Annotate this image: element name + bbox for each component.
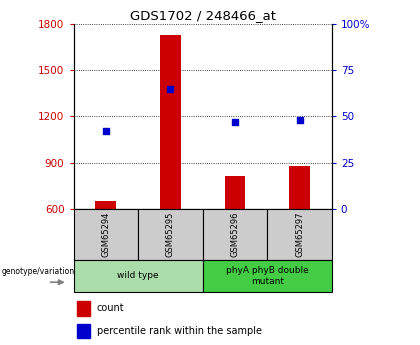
Text: GSM65296: GSM65296 [231, 212, 239, 257]
Bar [95, 201, 116, 209]
Text: genotype/variation: genotype/variation [2, 267, 75, 276]
Bar [203, 260, 332, 292]
Bar [225, 176, 245, 209]
Text: GSM65294: GSM65294 [101, 212, 110, 257]
Bar [74, 260, 203, 292]
Text: wild type: wild type [117, 272, 159, 280]
Bar [267, 209, 332, 260]
Bar [160, 35, 181, 209]
Point [167, 86, 174, 91]
Bar [74, 209, 138, 260]
Point [102, 128, 109, 134]
Text: GSM65297: GSM65297 [295, 212, 304, 257]
Bar [77, 301, 90, 316]
Bar [138, 209, 202, 260]
Point [231, 119, 238, 125]
Text: GSM65295: GSM65295 [166, 212, 175, 257]
Bar [203, 209, 267, 260]
Point [296, 117, 303, 123]
Bar [77, 324, 90, 338]
Text: percentile rank within the sample: percentile rank within the sample [97, 326, 262, 336]
Text: count: count [97, 303, 124, 313]
Bar [289, 166, 310, 209]
Title: GDS1702 / 248466_at: GDS1702 / 248466_at [130, 9, 276, 22]
Text: phyA phyB double
mutant: phyA phyB double mutant [226, 266, 309, 286]
